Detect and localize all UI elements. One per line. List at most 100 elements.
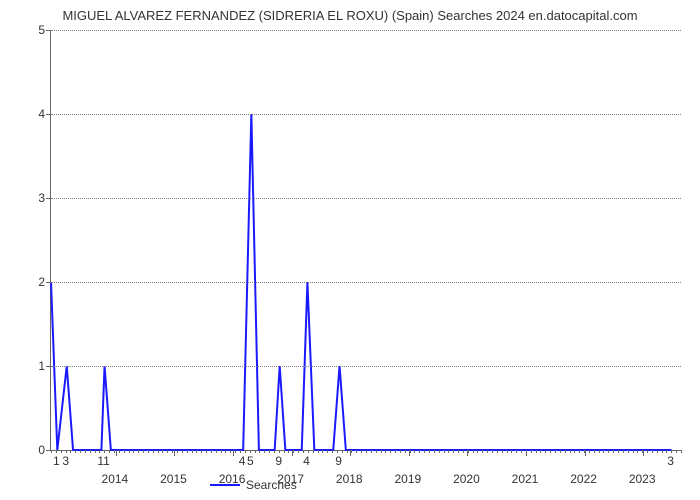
- searches-chart: MIGUEL ALVAREZ FERNANDEZ (SIDRERIA EL RO…: [0, 0, 700, 500]
- x-value-label: 4: [303, 454, 310, 468]
- x-tick-minor: [347, 450, 348, 453]
- x-tick-minor: [589, 450, 590, 453]
- x-tick-minor: [327, 450, 328, 453]
- x-tick-minor: [550, 450, 551, 453]
- x-tick-minor: [221, 450, 222, 453]
- x-value-label: 9: [275, 454, 282, 468]
- x-tick-minor: [395, 450, 396, 453]
- y-tick: [46, 198, 51, 199]
- x-tick-minor: [473, 450, 474, 453]
- x-tick-minor: [279, 450, 280, 453]
- x-tick-minor: [187, 450, 188, 453]
- x-tick-minor: [143, 450, 144, 453]
- x-tick-minor: [119, 450, 120, 453]
- x-tick-minor: [633, 450, 634, 453]
- x-tick-minor: [676, 450, 677, 453]
- x-tick-minor: [240, 450, 241, 453]
- y-tick-label: 1: [5, 359, 45, 373]
- x-tick-minor: [516, 450, 517, 453]
- x-tick-minor: [477, 450, 478, 453]
- x-tick-minor: [594, 450, 595, 453]
- x-tick-minor: [429, 450, 430, 453]
- x-tick-minor: [531, 450, 532, 453]
- x-tick-minor: [342, 450, 343, 453]
- x-tick-minor: [400, 450, 401, 453]
- x-tick-minor: [497, 450, 498, 453]
- x-tick-minor: [361, 450, 362, 453]
- x-tick-minor: [603, 450, 604, 453]
- x-tick-minor: [177, 450, 178, 453]
- x-tick-minor: [201, 450, 202, 453]
- y-tick: [46, 366, 51, 367]
- x-tick-minor: [652, 450, 653, 453]
- x-year-label: 2022: [570, 472, 597, 486]
- x-tick-minor: [468, 450, 469, 453]
- x-tick-minor: [463, 450, 464, 453]
- y-tick-label: 0: [5, 443, 45, 457]
- x-tick-minor: [618, 450, 619, 453]
- y-tick-label: 5: [5, 23, 45, 37]
- x-tick-minor: [284, 450, 285, 453]
- x-tick-major: [643, 450, 644, 456]
- x-tick-minor: [85, 450, 86, 453]
- x-tick-minor: [255, 450, 256, 453]
- x-tick-minor: [657, 450, 658, 453]
- x-tick-minor: [337, 450, 338, 453]
- x-value-label: 4: [239, 454, 246, 468]
- x-tick-minor: [444, 450, 445, 453]
- line-path: [51, 30, 681, 450]
- x-tick-minor: [318, 450, 319, 453]
- chart-title: MIGUEL ALVAREZ FERNANDEZ (SIDRERIA EL RO…: [0, 0, 700, 27]
- x-tick-minor: [555, 450, 556, 453]
- x-tick-minor: [351, 450, 352, 453]
- x-tick-minor: [90, 450, 91, 453]
- x-tick-minor: [545, 450, 546, 453]
- plot-area: [50, 30, 681, 451]
- x-tick-minor: [405, 450, 406, 453]
- x-tick-minor: [182, 450, 183, 453]
- x-tick-minor: [158, 450, 159, 453]
- x-tick-minor: [104, 450, 105, 453]
- x-tick-minor: [390, 450, 391, 453]
- x-tick-minor: [371, 450, 372, 453]
- grid-line: [51, 30, 681, 31]
- x-tick-minor: [153, 450, 154, 453]
- y-tick-label: 2: [5, 275, 45, 289]
- x-year-label: 2019: [394, 472, 421, 486]
- x-tick-major: [233, 450, 234, 456]
- x-tick-minor: [235, 450, 236, 453]
- x-tick-minor: [439, 450, 440, 453]
- x-tick-minor: [521, 450, 522, 453]
- x-tick-minor: [623, 450, 624, 453]
- x-tick-minor: [70, 450, 71, 453]
- x-tick-minor: [211, 450, 212, 453]
- x-tick-minor: [647, 450, 648, 453]
- x-tick-minor: [356, 450, 357, 453]
- x-tick-minor: [502, 450, 503, 453]
- x-tick-minor: [608, 450, 609, 453]
- x-value-label: 9: [335, 454, 342, 468]
- x-tick-minor: [99, 450, 100, 453]
- grid-line: [51, 114, 681, 115]
- x-tick-minor: [381, 450, 382, 453]
- x-tick-minor: [511, 450, 512, 453]
- x-year-label: 2015: [160, 472, 187, 486]
- x-tick-minor: [230, 450, 231, 453]
- x-tick-minor: [613, 450, 614, 453]
- x-tick-minor: [584, 450, 585, 453]
- x-tick-minor: [206, 450, 207, 453]
- x-tick-minor: [95, 450, 96, 453]
- grid-line: [51, 366, 681, 367]
- x-tick-minor: [666, 450, 667, 453]
- x-tick-minor: [245, 450, 246, 453]
- x-tick-minor: [216, 450, 217, 453]
- x-tick-minor: [507, 450, 508, 453]
- x-tick-minor: [366, 450, 367, 453]
- x-year-label: 2016: [219, 472, 246, 486]
- x-tick-minor: [570, 450, 571, 453]
- x-tick-minor: [162, 450, 163, 453]
- x-tick-minor: [148, 450, 149, 453]
- x-tick-minor: [637, 450, 638, 453]
- x-value-label: 1: [53, 454, 60, 468]
- x-tick-minor: [579, 450, 580, 453]
